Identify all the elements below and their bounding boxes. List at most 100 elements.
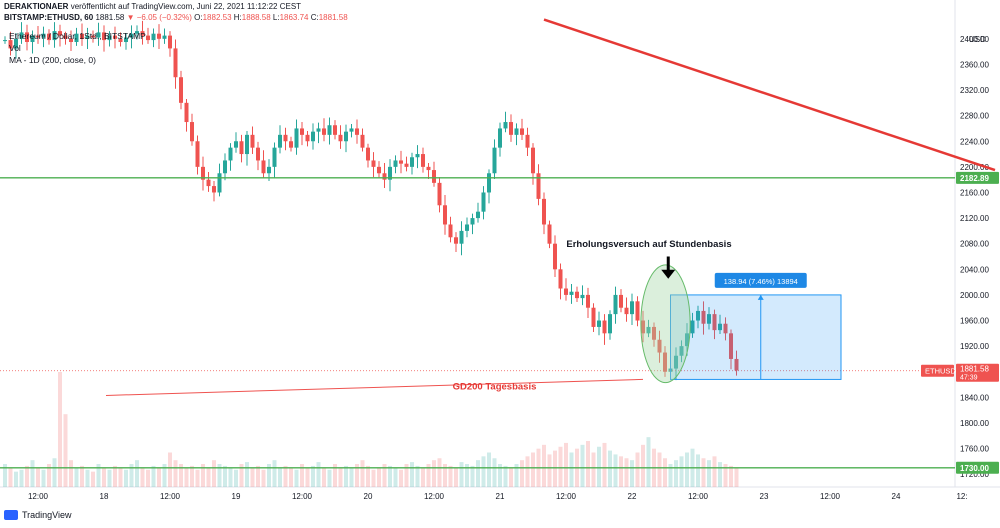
x-tick-label: 12:00 [688,492,709,501]
candle-body [630,301,634,315]
y-tick-label: 2000.00 [960,291,989,300]
candle-body [520,128,524,135]
volume-bar [514,464,519,487]
volume-bar [52,458,57,487]
volume-bar [47,464,51,487]
candle-body [316,128,321,132]
current-price-badge [956,363,999,382]
volume-bar [234,469,238,487]
volume-bar [470,465,475,487]
volume-bar [459,462,464,487]
indicator-legend: Ethereum / Dollar, 1Std., BITSTAMP Vol M… [9,30,146,66]
candle-body [3,40,7,42]
candle-body [580,294,585,299]
highlight-ellipse[interactable] [640,264,691,384]
candle-body [47,33,51,41]
candle-body [487,173,491,193]
x-tick-label: 12:00 [28,492,49,501]
volume-bar [366,465,370,487]
volume-bar [140,467,145,487]
candle-body [228,147,233,161]
candle-body [14,38,18,49]
candle-body [619,294,623,308]
candle-body [426,166,431,171]
ohlc-header: BITSTAMP:ETHUSD, 60 1881.58 ▼ −6.05 (−0.… [4,13,348,22]
candle-body [421,154,425,167]
volume-bar [443,464,447,487]
volume-bar [25,465,29,487]
range-label: 138.94 (7.46%) 13894 [724,277,798,286]
volume-bar [388,465,392,487]
currency-label: USD [969,35,986,44]
volume-bar [80,465,84,487]
y-tick-label: 1800.00 [960,419,989,428]
candle-body [300,128,304,135]
volume-bar [333,464,337,487]
volume-bar [465,464,469,487]
y-tick-label: 2200.00 [960,163,989,172]
candle-body [124,37,128,43]
y-tick-label: 2280.00 [960,112,989,121]
volume-bar [531,452,535,487]
candle-body [256,147,260,161]
price-range-box[interactable] [670,294,842,380]
gd200-line[interactable] [105,378,644,396]
volume-bar [69,460,73,487]
candle-body [729,333,733,359]
candle-body [382,173,387,180]
legend-moving-average[interactable]: MA - 1D (200, close, 0) [9,55,96,65]
level-price-badge [956,461,999,474]
candle-body [366,147,370,161]
volume-bar [239,464,244,487]
candle-body [657,339,662,353]
volume-bar [256,465,260,487]
x-tick-label: 19 [232,492,241,501]
volume-bar [294,469,299,487]
volume-bar [162,464,167,487]
volume-bar [421,467,425,487]
y-tick-label: 1840.00 [960,393,989,402]
volume-bar [63,414,68,487]
volume-bar [300,464,304,487]
volume-bar [107,469,112,487]
downtrend-line[interactable] [543,18,996,172]
footer-branding: TradingView [4,510,72,520]
volume-bar [399,469,403,487]
author-name[interactable]: DERAKTIONAER [4,2,69,11]
volume-bar [124,469,128,487]
candle-body [85,35,90,39]
volume-bar [250,467,255,487]
candle-body [723,323,728,334]
candle-body [448,224,453,238]
high-value: 1888.58 [241,13,271,22]
volume-bar [36,467,40,487]
candle-body [355,128,359,135]
volume-bar [355,464,359,487]
candle-body [80,33,84,39]
brand-name: TradingView [22,510,72,520]
volume-bar [569,452,574,487]
volume-bar [558,446,563,487]
candle-body [19,32,24,39]
volume-bar [173,460,178,487]
pointer-arrow-head [661,269,676,279]
candle-body [41,33,46,38]
legend-volume[interactable]: Vol [9,43,21,53]
candle-body [162,35,167,39]
volume-bar [410,462,414,487]
candle-body [734,358,739,371]
x-tick-label: 12: [956,492,967,501]
volume-bar [91,471,95,487]
x-tick-label: 12:00 [292,492,313,501]
candle-body [349,128,354,132]
range-arrow-head [757,294,764,300]
volume-bar [437,458,442,487]
candle-body [679,346,684,356]
legend-symbol-title[interactable]: Ethereum / Dollar, 1Std., BITSTAMP [9,31,146,41]
countdown-label: 47:39 [960,375,978,382]
volume-bar [679,456,684,487]
volume-bar [712,456,717,487]
volume-bar [74,467,79,487]
volume-bar [344,465,348,487]
